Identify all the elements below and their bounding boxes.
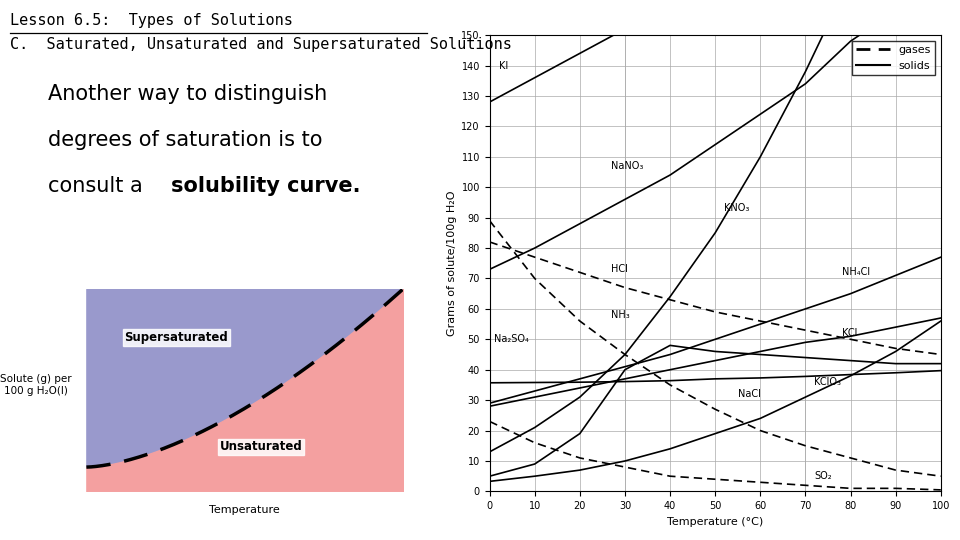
Text: NH₄Cl: NH₄Cl <box>842 267 870 278</box>
Text: KNO₃: KNO₃ <box>724 204 750 213</box>
X-axis label: Temperature (°C): Temperature (°C) <box>667 517 763 526</box>
Text: solubility curve.: solubility curve. <box>171 176 360 195</box>
Text: Supersaturated: Supersaturated <box>125 331 228 344</box>
Text: Another way to distinguish: Another way to distinguish <box>48 84 327 104</box>
Text: Temperature: Temperature <box>209 505 280 515</box>
Text: NH₃: NH₃ <box>612 310 630 320</box>
Text: Lesson 6.5:  Types of Solutions: Lesson 6.5: Types of Solutions <box>10 14 293 29</box>
Legend: gases, solids: gases, solids <box>852 40 935 75</box>
Text: NaNO₃: NaNO₃ <box>612 161 644 171</box>
Text: C.  Saturated, Unsaturated and Supersaturated Solutions: C. Saturated, Unsaturated and Supersatur… <box>10 37 512 52</box>
Text: SO₂: SO₂ <box>814 471 832 481</box>
Text: Solute (g) per
100 g H₂O(l): Solute (g) per 100 g H₂O(l) <box>0 374 72 395</box>
Y-axis label: Grams of solute/100g H₂O: Grams of solute/100g H₂O <box>447 191 457 336</box>
Text: NaCl: NaCl <box>737 389 760 399</box>
Text: KClO₃: KClO₃ <box>814 377 842 387</box>
Text: degrees of saturation is to: degrees of saturation is to <box>48 130 323 150</box>
Text: HCl: HCl <box>612 265 628 274</box>
Text: consult a: consult a <box>48 176 150 195</box>
Text: Unsaturated: Unsaturated <box>220 440 302 454</box>
Text: KI: KI <box>498 60 508 71</box>
Text: Na₂SO₄: Na₂SO₄ <box>494 334 529 345</box>
Text: KCl: KCl <box>842 328 857 338</box>
